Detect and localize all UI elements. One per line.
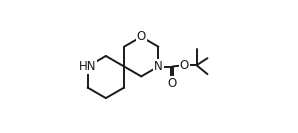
Text: HN: HN	[79, 60, 96, 73]
Text: O: O	[180, 59, 189, 72]
Text: N: N	[154, 60, 163, 73]
Text: O: O	[168, 77, 177, 90]
Text: O: O	[136, 30, 146, 43]
